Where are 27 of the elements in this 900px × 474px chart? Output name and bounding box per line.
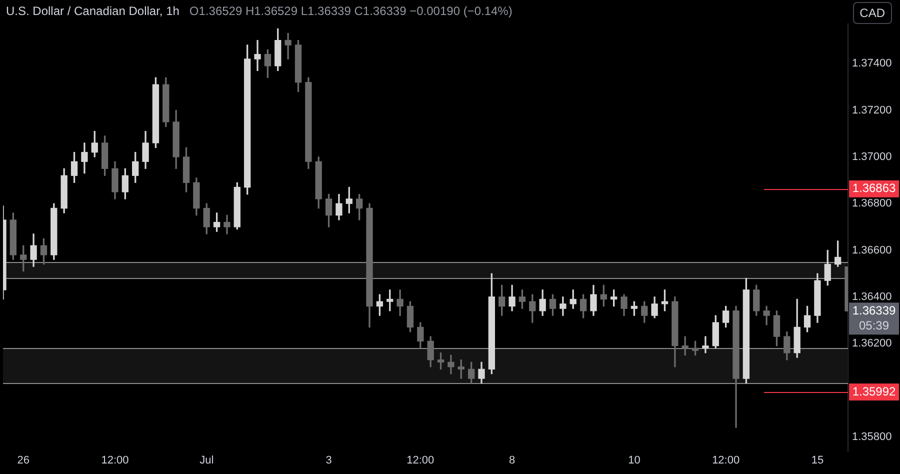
- y-tick-label: 1.37400: [852, 58, 892, 70]
- x-tick-label: 26: [17, 454, 30, 466]
- chart-subtitle: O1.36529 H1.36529 L1.36339 C1.36339 −0.00190 (−0.14%): [189, 4, 512, 18]
- chart-title: U.S. Dollar / Canadian Dollar, 1h: [6, 4, 180, 18]
- text: 1.36339: [852, 303, 896, 318]
- x-tick-label: 8: [508, 454, 516, 466]
- y-tick-label: 1.36600: [852, 244, 892, 256]
- y-tick-label: 1.36800: [852, 198, 892, 210]
- candlestick: [284, 33, 292, 60]
- ref-line-label: 1.35992: [852, 384, 896, 398]
- y-tick-label: 1.36200: [852, 338, 892, 350]
- text: 05:39: [858, 318, 890, 332]
- x-tick-label: 10: [628, 454, 640, 466]
- x-tick-label: 15: [811, 454, 824, 466]
- candlestick: [702, 336, 709, 354]
- x-tick-label: 12:00: [406, 454, 434, 466]
- x-tick-label: 12:00: [101, 454, 129, 466]
- y-tick-label: 1.36400: [852, 290, 892, 303]
- text: CAD: [852, 2, 892, 24]
- y-tick-label: 1.37000: [852, 150, 892, 163]
- x-tick-label: Jul: [200, 454, 214, 466]
- y-tick-label: 1.35800: [852, 430, 892, 443]
- candlestick: [254, 40, 261, 71]
- x-tick-label: 12:00: [712, 454, 740, 466]
- ref-line-label: 1.36863: [852, 181, 896, 196]
- x-tick-label: 3: [326, 454, 332, 466]
- y-tick-label: 1.37200: [852, 104, 892, 116]
